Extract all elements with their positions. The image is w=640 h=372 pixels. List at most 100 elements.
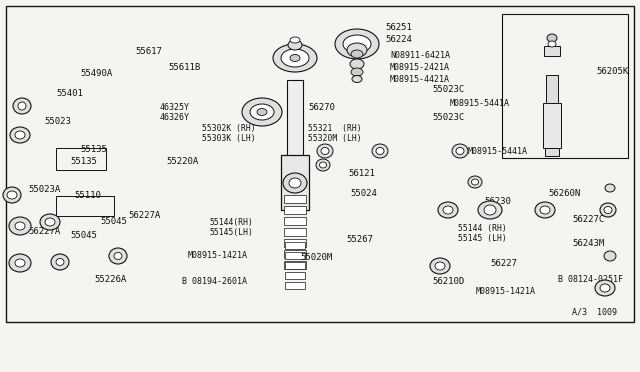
Text: 55135: 55135 [70, 157, 97, 167]
Bar [285, 252, 305, 259]
Bar [284, 206, 306, 214]
Ellipse shape [51, 254, 69, 270]
Ellipse shape [242, 98, 282, 126]
Ellipse shape [10, 127, 30, 143]
Bar [546, 75, 558, 103]
Text: 56227A: 56227A [28, 228, 60, 237]
Ellipse shape [352, 76, 362, 83]
Ellipse shape [468, 176, 482, 188]
Text: 55023C: 55023C [432, 86, 464, 94]
Ellipse shape [15, 259, 25, 267]
Text: 55226A: 55226A [94, 276, 126, 285]
Ellipse shape [289, 178, 301, 188]
Ellipse shape [15, 131, 25, 139]
Text: M08915-1421A: M08915-1421A [188, 251, 248, 260]
Ellipse shape [9, 217, 31, 235]
Bar [6, 6, 634, 322]
Ellipse shape [257, 109, 267, 115]
Text: 55023C: 55023C [432, 113, 464, 122]
Text: 55045: 55045 [70, 231, 97, 241]
Bar [284, 261, 306, 269]
Text: 55303K (LH): 55303K (LH) [202, 134, 255, 142]
Ellipse shape [9, 254, 31, 272]
Text: 55401: 55401 [56, 90, 83, 99]
Text: 54235: 54235 [244, 106, 271, 115]
Text: 55220A: 55220A [166, 157, 198, 167]
Ellipse shape [316, 159, 330, 171]
Ellipse shape [604, 206, 612, 214]
Bar [287, 80, 303, 160]
Ellipse shape [273, 44, 317, 72]
Text: 55320M (LH): 55320M (LH) [308, 134, 362, 142]
Text: M08915-2421A: M08915-2421A [390, 64, 450, 73]
Bar [285, 242, 305, 249]
Text: A/3  1009: A/3 1009 [572, 308, 617, 317]
Ellipse shape [443, 206, 453, 214]
Ellipse shape [600, 203, 616, 217]
Bar [543, 103, 561, 148]
Ellipse shape [547, 34, 557, 42]
Text: N08911-6421A: N08911-6421A [390, 51, 450, 61]
Ellipse shape [18, 102, 26, 110]
Text: 55145(LH): 55145(LH) [210, 228, 254, 237]
Text: 56270: 56270 [308, 103, 335, 112]
Bar [284, 228, 306, 236]
Ellipse shape [540, 206, 550, 214]
Text: 56224: 56224 [385, 35, 412, 45]
Ellipse shape [40, 214, 60, 230]
Ellipse shape [351, 50, 363, 58]
Text: 56227A: 56227A [128, 212, 160, 221]
Bar [56, 196, 114, 216]
Ellipse shape [290, 55, 300, 61]
Ellipse shape [600, 284, 610, 292]
Bar [284, 239, 306, 247]
Ellipse shape [109, 248, 127, 264]
Text: M08915-1421A: M08915-1421A [476, 288, 536, 296]
Ellipse shape [281, 49, 309, 67]
Text: 55024: 55024 [350, 189, 377, 199]
Bar [544, 46, 560, 56]
Ellipse shape [535, 202, 555, 218]
Ellipse shape [335, 29, 379, 59]
Bar [56, 148, 106, 170]
Text: 56210D: 56210D [432, 278, 464, 286]
Text: 55267: 55267 [346, 235, 373, 244]
Text: 56227: 56227 [490, 260, 517, 269]
Ellipse shape [430, 258, 450, 274]
Text: 56227C: 56227C [572, 215, 604, 224]
Bar [281, 155, 309, 210]
Ellipse shape [45, 218, 55, 226]
Ellipse shape [317, 144, 333, 158]
Bar [502, 14, 628, 158]
Text: 56243M: 56243M [572, 240, 604, 248]
Ellipse shape [321, 148, 329, 154]
Text: M08915-5441A: M08915-5441A [450, 99, 510, 109]
Text: 55135: 55135 [80, 145, 107, 154]
Bar [284, 250, 306, 258]
Text: 56260N: 56260N [548, 189, 580, 199]
Ellipse shape [456, 148, 464, 154]
Ellipse shape [472, 179, 479, 185]
Text: 46326Y: 46326Y [160, 113, 190, 122]
Bar [284, 195, 306, 203]
Ellipse shape [351, 68, 363, 76]
Text: 55020M: 55020M [300, 253, 332, 263]
Ellipse shape [548, 41, 556, 47]
Text: 55110: 55110 [74, 192, 101, 201]
Text: 56230: 56230 [484, 198, 511, 206]
Ellipse shape [347, 43, 367, 57]
Ellipse shape [372, 144, 388, 158]
Bar [284, 217, 306, 225]
Ellipse shape [290, 37, 300, 43]
Text: 55023A: 55023A [28, 186, 60, 195]
Ellipse shape [319, 162, 326, 168]
Text: 55321  (RH): 55321 (RH) [308, 124, 362, 132]
Text: 55144(RH): 55144(RH) [210, 218, 254, 227]
Ellipse shape [595, 280, 615, 296]
Ellipse shape [350, 59, 364, 69]
Text: 55611B: 55611B [168, 64, 200, 73]
Text: 46325Y: 46325Y [160, 103, 190, 112]
Text: 56251: 56251 [385, 23, 412, 32]
Bar [285, 262, 305, 269]
Text: M08915-5441A: M08915-5441A [468, 148, 528, 157]
